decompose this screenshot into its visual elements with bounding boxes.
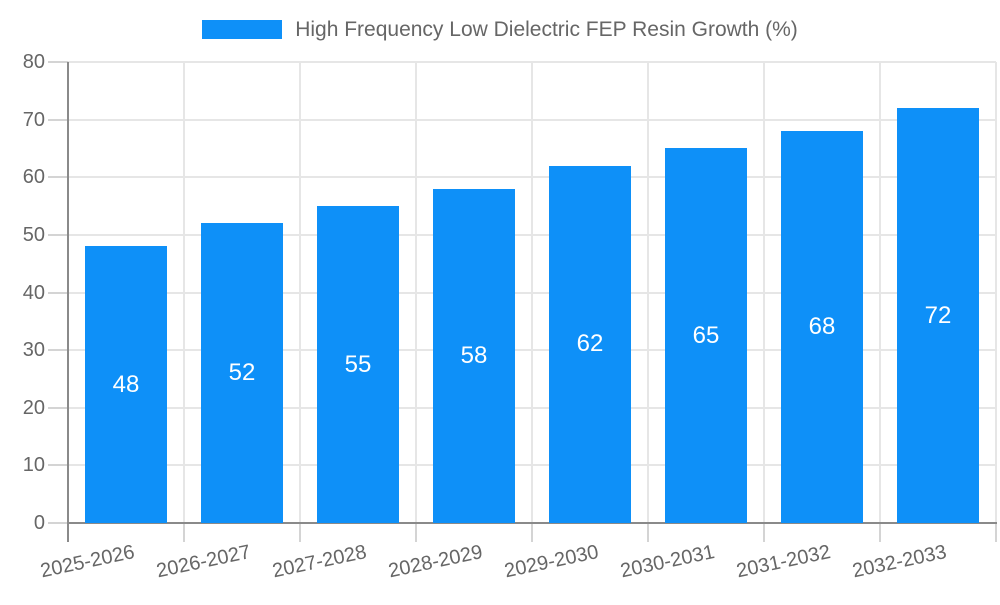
y-axis-tick [48,522,68,524]
bar-value-label: 68 [808,313,836,341]
x-axis-tick [183,523,185,542]
bar-value-label: 52 [228,359,256,387]
gridline-vertical [531,62,533,523]
gridline-vertical [647,62,649,523]
bar-2028-2029[interactable]: 58 [433,188,515,523]
gridline-vertical [995,62,997,523]
x-axis-tick [879,523,881,542]
bar-2030-2031[interactable]: 65 [665,148,747,523]
bar-value-label: 55 [344,350,372,378]
bar-value-label: 48 [112,370,140,398]
gridline-vertical [763,62,765,523]
y-tick-label: 50 [22,223,45,246]
x-axis-tick [299,523,301,542]
bar-2026-2027[interactable]: 52 [201,223,283,523]
gridline-vertical [183,62,185,523]
y-axis-tick [48,61,68,63]
bar-2027-2028[interactable]: 55 [317,206,399,523]
gridline-vertical [299,62,301,523]
y-axis-tick [48,349,68,352]
bar-value-label: 72 [924,301,952,329]
x-axis-tick [415,523,417,542]
y-tick-label: 40 [22,281,45,304]
gridline-vertical [879,62,881,523]
legend-swatch-icon [202,20,283,39]
bar-value-label: 58 [460,341,488,369]
chart-legend[interactable]: High Frequency Low Dielectric FEP Resin … [0,16,1000,43]
x-axis-tick [763,523,765,542]
x-axis-line [67,522,997,524]
x-axis-tick [531,523,533,542]
bar-2031-2032[interactable]: 68 [781,131,863,523]
y-tick-label: 80 [22,51,45,73]
x-axis-tick [647,523,649,542]
bar-2029-2030[interactable]: 62 [549,165,631,523]
y-tick-label: 0 [33,512,45,534]
y-axis-tick [48,118,68,121]
x-axis-tick [995,523,997,542]
bar-value-label: 65 [692,321,720,349]
y-axis-line [67,62,69,523]
gridline-vertical [415,62,417,523]
y-tick-label: 10 [22,454,45,477]
y-axis-tick [48,464,68,467]
legend-label: High Frequency Low Dielectric FEP Resin … [295,18,798,41]
y-tick-label: 60 [22,166,45,189]
y-axis-tick [48,176,68,179]
bar-2025-2026[interactable]: 48 [85,246,167,523]
bar-value-label: 62 [576,330,604,358]
y-tick-label: 70 [22,108,45,131]
bar-2032-2033[interactable]: 72 [897,108,979,523]
y-axis-tick [48,233,68,236]
y-axis-tick [48,406,68,409]
x-axis-tick [67,523,69,542]
y-axis-tick [48,291,68,294]
y-tick-label: 20 [22,396,45,419]
y-tick-label: 30 [22,339,45,362]
